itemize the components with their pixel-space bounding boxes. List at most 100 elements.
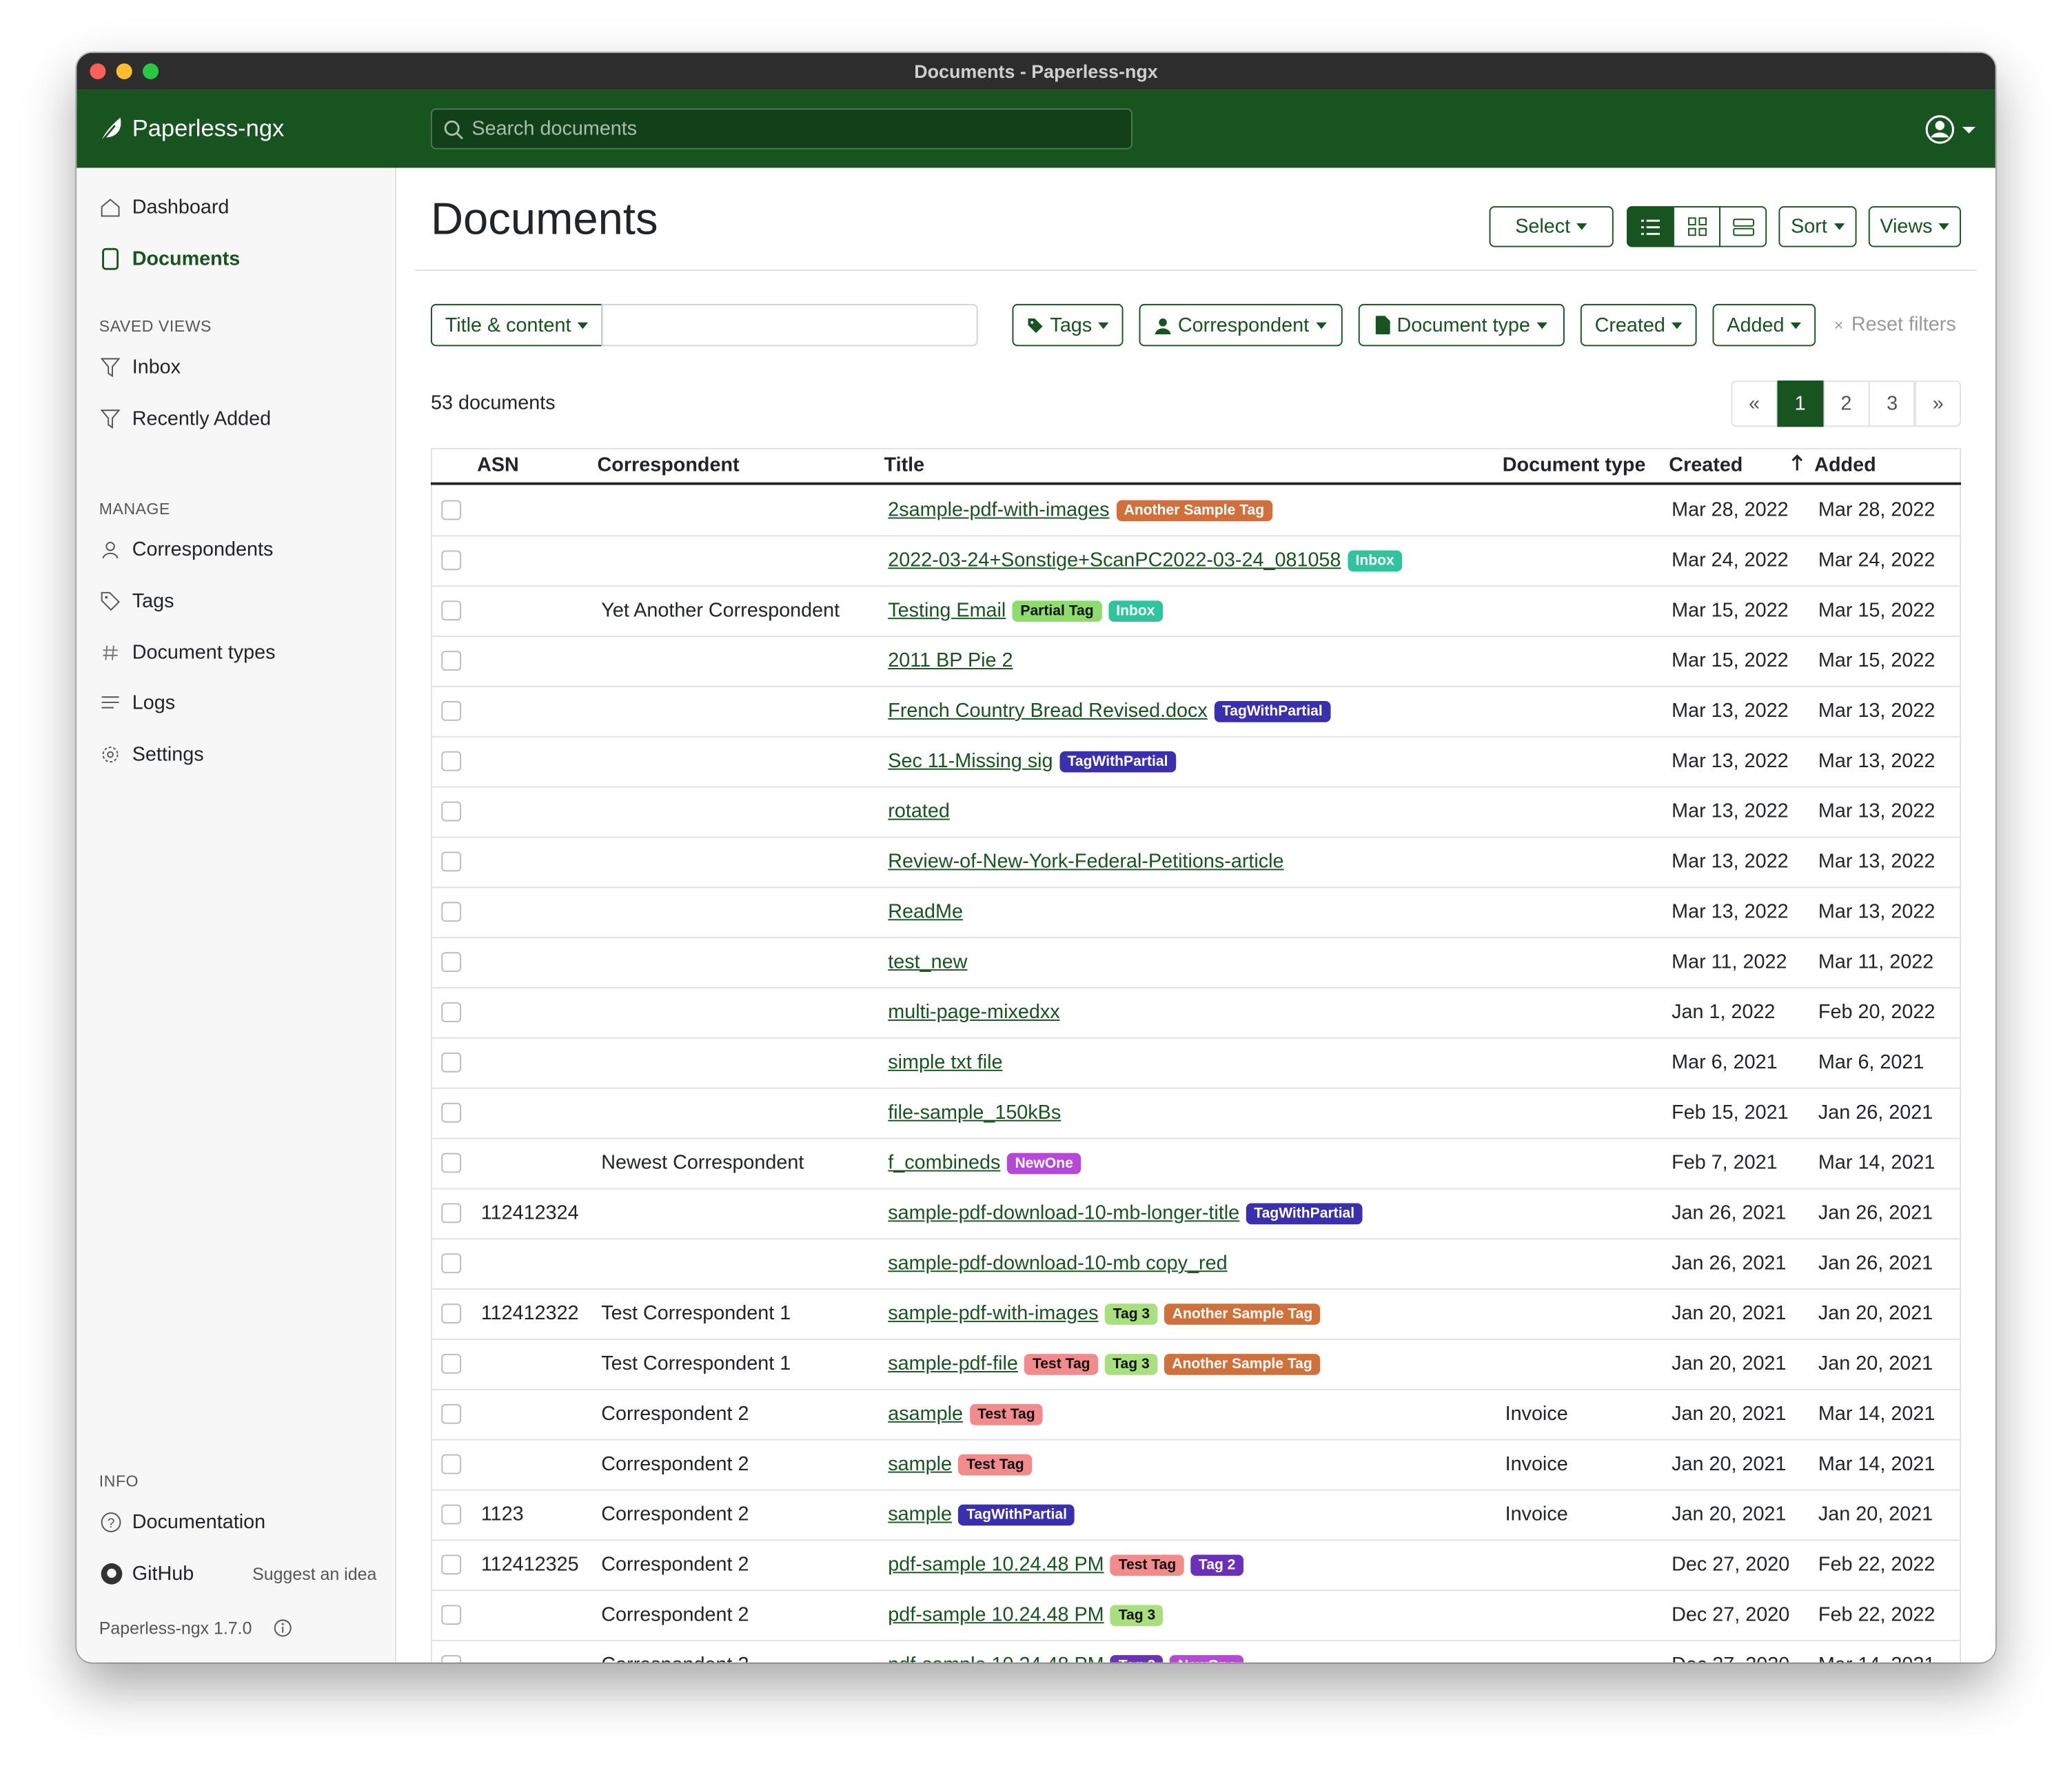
document-link[interactable]: sample-pdf-download-10-mb copy_red	[888, 1252, 1228, 1275]
document-link[interactable]: 2011 BP Pie 2	[888, 649, 1013, 672]
row-checkbox[interactable]	[441, 1655, 462, 1663]
nav-link[interactable]: Documents	[132, 247, 241, 271]
document-link[interactable]: asample	[888, 1403, 963, 1425]
row-checkbox[interactable]	[441, 751, 462, 771]
search-input[interactable]: Search documents	[430, 108, 1133, 150]
document-link[interactable]: rotated	[888, 800, 950, 823]
nav-link[interactable]: Inbox	[132, 356, 181, 379]
tag[interactable]: Partial Tag	[1012, 600, 1102, 622]
text-filter-input[interactable]	[601, 303, 978, 347]
tag[interactable]: TagWithPartial	[1214, 701, 1331, 722]
document-link[interactable]: pdf-sample 10.24.48 PM	[888, 1654, 1104, 1662]
row-checkbox[interactable]	[441, 701, 462, 721]
column-header[interactable]: Correspondent	[597, 454, 740, 477]
minimize-button[interactable]	[116, 63, 132, 80]
page-link[interactable]: 2	[1822, 380, 1869, 427]
nav-link[interactable]: Correspondents	[132, 538, 274, 561]
document-link[interactable]: sample-pdf-file	[888, 1352, 1018, 1375]
row-checkbox[interactable]	[441, 1102, 462, 1123]
zoom-button[interactable]	[143, 63, 159, 80]
row-checkbox[interactable]	[441, 1504, 462, 1525]
tag[interactable]: Inbox	[1348, 550, 1403, 572]
nav-link[interactable]: Logs	[132, 691, 176, 715]
nav-link[interactable]: Documentation	[132, 1511, 266, 1534]
row-checkbox[interactable]	[441, 952, 462, 973]
document-link[interactable]: test_new	[888, 951, 968, 973]
brand[interactable]: Paperless-ngx	[132, 114, 285, 142]
document-link[interactable]: f_combineds	[888, 1151, 1001, 1175]
nav-link[interactable]: Recently Added	[132, 407, 272, 431]
document-link[interactable]: pdf-sample 10.24.48 PM	[888, 1553, 1104, 1576]
document-link[interactable]: ReadMe	[888, 900, 963, 924]
row-checkbox[interactable]	[441, 1002, 462, 1022]
large-card-button[interactable]	[1719, 206, 1767, 247]
row-checkbox[interactable]	[441, 1403, 462, 1424]
row-checkbox[interactable]	[441, 1203, 462, 1224]
row-checkbox[interactable]	[441, 1554, 462, 1575]
document-link[interactable]: Sec 11-Missing sig	[888, 749, 1053, 773]
row-checkbox[interactable]	[441, 902, 462, 922]
tag[interactable]: Another Sample Tag	[1116, 500, 1272, 522]
row-checkbox[interactable]	[441, 1052, 462, 1073]
row-checkbox[interactable]	[441, 1454, 462, 1474]
document-link[interactable]: sample-pdf-with-images	[888, 1302, 1099, 1325]
page-link[interactable]: 1	[1777, 380, 1824, 427]
tag[interactable]: NewOne	[1170, 1655, 1244, 1663]
user-menu[interactable]	[1924, 114, 1983, 145]
column-header[interactable]: Added	[1814, 454, 1876, 477]
tag[interactable]: TagWithPartial	[1246, 1203, 1363, 1225]
nav-link[interactable]: Tags	[132, 589, 174, 613]
row-checkbox[interactable]	[441, 500, 462, 520]
tag[interactable]: TagWithPartial	[958, 1504, 1075, 1526]
document-link[interactable]: 2sample-pdf-with-images	[888, 498, 1110, 522]
page-link[interactable]: «	[1731, 380, 1778, 427]
filter-dropdown[interactable]: Document type	[1358, 303, 1565, 347]
tag[interactable]: NewOne	[1006, 1153, 1081, 1175]
info-icon[interactable]	[274, 1618, 292, 1637]
row-checkbox[interactable]	[441, 1253, 462, 1274]
column-header[interactable]: Document type	[1502, 454, 1646, 477]
text-filter-type[interactable]: Title & content	[430, 303, 603, 347]
filter-dropdown[interactable]: Correspondent	[1139, 303, 1343, 347]
tag[interactable]: TagWithPartial	[1059, 751, 1176, 773]
row-checkbox[interactable]	[441, 550, 462, 571]
row-checkbox[interactable]	[441, 1605, 462, 1625]
tag[interactable]: Tag 3	[1104, 1354, 1158, 1375]
document-link[interactable]: sample	[888, 1452, 953, 1476]
nav-link[interactable]: Settings	[132, 743, 204, 766]
row-checkbox[interactable]	[441, 1303, 462, 1323]
row-checkbox[interactable]	[441, 600, 462, 621]
column-header[interactable]: Title	[884, 454, 925, 477]
document-link[interactable]: multi-page-mixedxx	[888, 1001, 1060, 1024]
sort-button[interactable]: Sort	[1778, 206, 1857, 247]
document-link[interactable]: simple txt file	[888, 1051, 1003, 1074]
filter-dropdown[interactable]: Added	[1712, 303, 1816, 347]
tag[interactable]: Test Tag	[969, 1403, 1044, 1425]
column-header[interactable]: ASN	[477, 454, 519, 477]
tag[interactable]: Tag 3	[1110, 1605, 1164, 1626]
row-checkbox[interactable]	[441, 851, 462, 872]
document-link[interactable]: French Country Bread Revised.docx	[888, 700, 1208, 722]
row-checkbox[interactable]	[441, 651, 462, 671]
document-link[interactable]: sample	[888, 1503, 953, 1526]
row-checkbox[interactable]	[441, 1354, 462, 1374]
filter-dropdown[interactable]: Created	[1580, 303, 1697, 347]
document-link[interactable]: file-sample_150kBs	[888, 1101, 1062, 1124]
nav-link[interactable]: GitHub	[132, 1562, 194, 1585]
suggest-link[interactable]: Suggest an idea	[252, 1563, 377, 1584]
tag[interactable]: Test Tag	[1024, 1354, 1099, 1375]
document-link[interactable]: sample-pdf-download-10-mb-longer-title	[888, 1201, 1240, 1225]
tag[interactable]: Test Tag	[958, 1454, 1033, 1476]
tag[interactable]: Tag 2	[1110, 1655, 1164, 1663]
tag[interactable]: Inbox	[1108, 600, 1164, 622]
document-link[interactable]: pdf-sample 10.24.48 PM	[888, 1603, 1104, 1626]
list-view-button[interactable]	[1626, 206, 1674, 247]
document-link[interactable]: 2022-03-24+Sonstige+ScanPC2022-03-24_081…	[888, 549, 1341, 572]
nav-link[interactable]: Document types	[132, 641, 276, 664]
tag[interactable]: Tag 2	[1190, 1554, 1243, 1576]
page-link[interactable]: 3	[1869, 380, 1916, 427]
page-link[interactable]: »	[1915, 380, 1962, 427]
select-button[interactable]: Select	[1489, 206, 1614, 247]
row-checkbox[interactable]	[441, 1153, 462, 1173]
grid-view-button[interactable]	[1673, 206, 1721, 247]
